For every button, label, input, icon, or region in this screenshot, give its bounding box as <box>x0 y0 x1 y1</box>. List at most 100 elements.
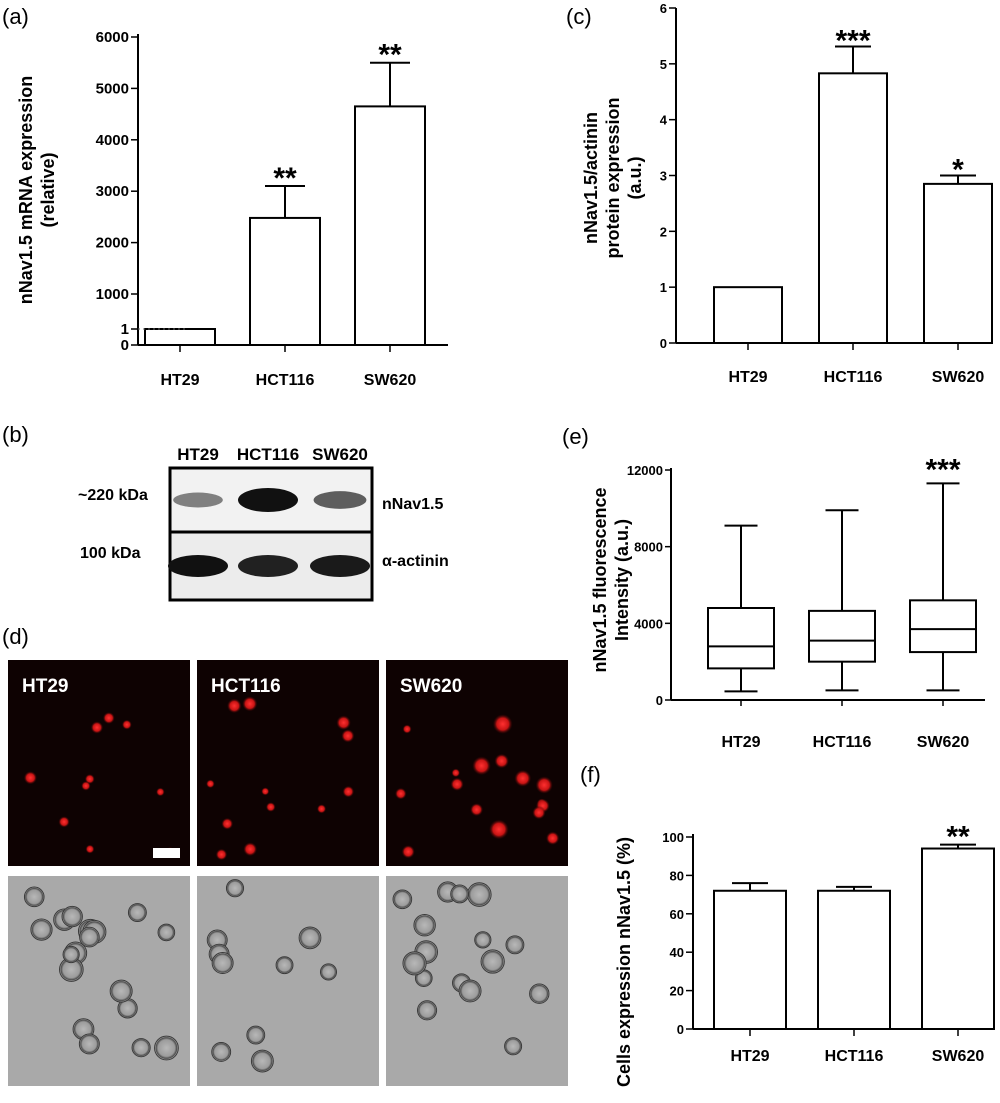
panel-d-letter: (d) <box>2 624 29 649</box>
fluorescent-cell <box>488 819 509 840</box>
blot-mw-label: ~220 kDa <box>78 487 148 504</box>
panel-a-y-tick-label: 6000 <box>96 29 129 46</box>
phase-cell <box>480 949 505 974</box>
phase-cell <box>62 945 80 964</box>
micrograph-label: HCT116 <box>211 676 281 697</box>
blot-band <box>168 555 228 577</box>
panel-a-y-tick-label: 4000 <box>96 132 129 149</box>
panel-a-ylabel-line2: (relative) <box>38 152 58 227</box>
panel-f: (f) Cells expression nNav1.5 (%) 0 20 40 60… <box>580 762 995 1087</box>
panel-a-y-tick-label: 3000 <box>96 183 129 200</box>
panel-f-bar <box>921 847 995 1031</box>
phase-cell <box>78 1033 100 1055</box>
fluorescent-cell <box>545 831 560 845</box>
blot-lane-label: HT29 <box>177 445 219 464</box>
panel-f-letter: (f) <box>580 762 601 787</box>
panel-c-y-tick-label: 6 <box>660 1 667 16</box>
panel-c-ylabel: nNav1.5/actinin protein expression (a.u.… <box>581 97 645 258</box>
panel-a-y-tick-label: 0 <box>121 337 129 354</box>
panel-a-category-label: SW620 <box>364 372 417 389</box>
phase-cell <box>319 963 338 981</box>
panel-f-y-tick-label: 60 <box>670 907 684 922</box>
fluorescent-cell <box>206 779 215 789</box>
fluorescent-cell <box>227 698 242 714</box>
fluorescent-cell <box>58 816 70 828</box>
fluorescent-cell <box>90 721 104 734</box>
phase-cell <box>458 979 482 1003</box>
panel-f-significance-marker: ** <box>946 821 970 854</box>
fluorescent-cell <box>243 842 258 857</box>
fluorescent-cell <box>265 802 276 812</box>
fluorescent-cell <box>85 844 95 854</box>
fluorescence-image <box>8 660 190 866</box>
panel-e-ylabel: nNav1.5 fluorescence Intensity (a.u.) <box>590 487 632 672</box>
blot-mw-label: 100 kDa <box>80 545 141 562</box>
panel-a-significance-marker: ** <box>378 39 402 72</box>
fluorescent-cell <box>316 804 327 814</box>
phase-cell <box>211 952 234 975</box>
panel-e-y-tick-label: 12000 <box>627 463 663 478</box>
phase-cell <box>23 886 45 908</box>
panel-e-ylabel-line2: Intensity (a.u.) <box>612 519 632 641</box>
phase-cell <box>225 879 245 898</box>
panel-e-box <box>707 607 775 670</box>
fluorescent-cell <box>156 787 165 797</box>
panel-f-category-label: HT29 <box>730 1048 769 1065</box>
fluorescent-cell <box>102 712 115 724</box>
fluorescent-cell <box>470 803 484 817</box>
panel-c-ylabel-line3: (a.u.) <box>625 156 645 199</box>
phase-cell <box>157 923 176 942</box>
panel-f-y-tick-label: 40 <box>670 945 684 960</box>
panel-c-significance-marker: * <box>952 154 964 187</box>
micrographs: HT29 HCT116 SW620 <box>8 660 568 1086</box>
panel-c-bar <box>923 182 993 344</box>
panel-c-y-tick-label: 4 <box>660 113 668 128</box>
fluorescent-cell <box>221 817 234 830</box>
micrograph-label: SW620 <box>400 676 462 697</box>
panel-c-chart: 0 1 2 3 4 5 6 HT29 HCT116 *** SW620 * <box>660 1 993 386</box>
blot-band <box>238 488 298 512</box>
panel-a-category-label: HT29 <box>160 372 199 389</box>
phase-cell <box>504 1037 523 1056</box>
phase-cell <box>154 1035 179 1061</box>
panel-e: (e) nNav1.5 fluorescence Intensity (a.u.… <box>562 424 985 751</box>
panel-e-y-tick-label: 8000 <box>634 540 663 555</box>
panel-c-y-tick-label: 5 <box>660 57 667 72</box>
panel-b-letter: (b) <box>2 422 29 447</box>
blot-band <box>313 491 367 509</box>
fluorescent-cell <box>342 785 355 798</box>
panel-c-category-label: HT29 <box>728 369 767 386</box>
phase-cell <box>127 903 147 922</box>
panel-e-box <box>808 609 876 663</box>
panel-a-letter: (a) <box>2 4 29 29</box>
phase-cell <box>505 935 525 955</box>
blot-bands <box>168 488 370 577</box>
panel-c-category-label: SW620 <box>932 369 985 386</box>
panel-a-bar <box>354 105 426 346</box>
phase-cell <box>109 979 133 1003</box>
phase-cell <box>131 1038 151 1058</box>
fluorescent-cell <box>472 756 491 776</box>
panel-c-letter: (c) <box>566 4 592 29</box>
panel-f-y-tick-label: 100 <box>662 830 684 845</box>
phase-cell <box>61 905 83 928</box>
blot-lane-label: HCT116 <box>237 445 299 464</box>
panel-d: (d) HT29 HCT116 SW620 <box>2 624 568 1086</box>
panel-c-bar <box>818 72 888 344</box>
panel-a-significance-marker: ** <box>273 162 297 195</box>
panel-c-ylabel-line1: nNav1.5/actinin <box>581 112 601 244</box>
panel-c-y-tick-label: 2 <box>660 224 667 239</box>
phase-cell <box>79 926 100 948</box>
phase-cell <box>30 918 53 941</box>
panel-e-chart: 0 4000 8000 12000 HT29 HCT116 SW620 *** <box>627 453 985 751</box>
phase-cell <box>450 884 470 904</box>
fluorescent-cell <box>401 845 415 859</box>
panel-c-y-tick-label: 1 <box>660 280 667 295</box>
blot-band <box>310 555 370 577</box>
panel-e-significance-marker: *** <box>925 453 960 486</box>
fluorescent-cell <box>121 719 132 730</box>
phase-cell <box>211 1041 232 1062</box>
blot-band <box>238 555 298 577</box>
panel-e-y-tick-label: 4000 <box>634 616 663 631</box>
panel-a-y-tick-label: 1000 <box>96 286 129 303</box>
